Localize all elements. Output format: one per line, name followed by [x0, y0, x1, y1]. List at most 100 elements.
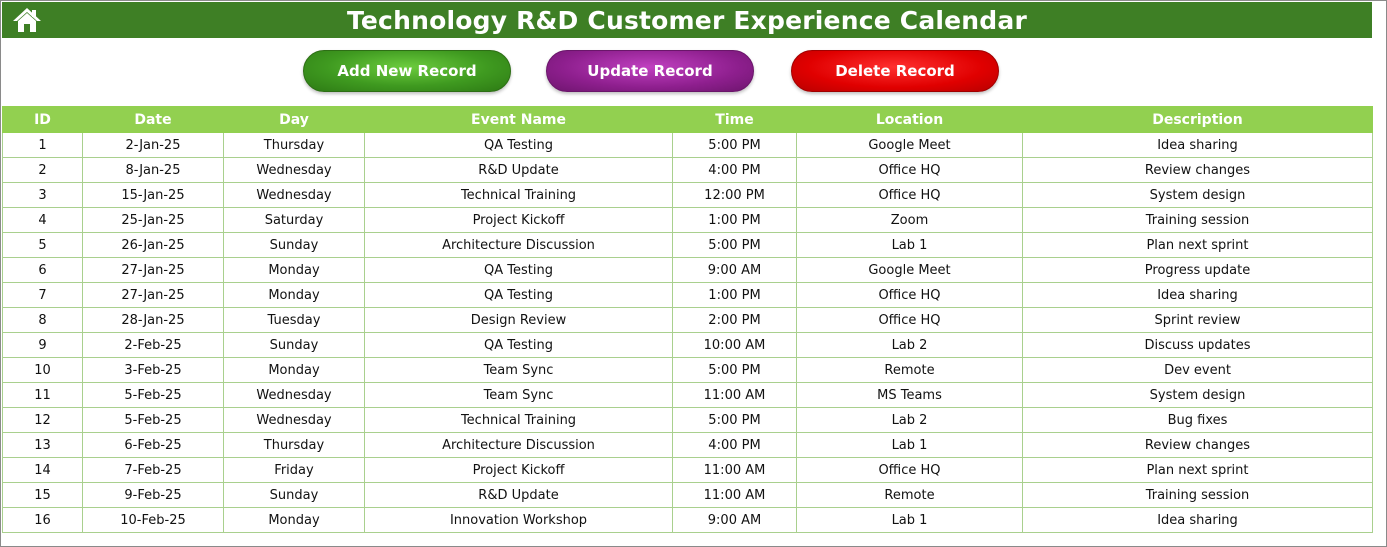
cell-day[interactable]: Wednesday [223, 382, 365, 408]
cell-event-name[interactable]: Innovation Workshop [364, 507, 673, 533]
table-row[interactable]: 7 27-Jan-25 Monday QA Testing 1:00 PM Office … [2, 282, 1373, 308]
cell-date[interactable]: 28-Jan-25 [82, 307, 224, 333]
cell-description[interactable]: Training session [1022, 207, 1373, 233]
cell-location[interactable]: Lab 1 [796, 432, 1023, 458]
cell-description[interactable]: System design [1022, 182, 1373, 208]
cell-description[interactable]: Dev event [1022, 357, 1373, 383]
cell-location[interactable]: Lab 1 [796, 507, 1023, 533]
cell-day[interactable]: Monday [223, 507, 365, 533]
cell-location[interactable]: Lab 2 [796, 332, 1023, 358]
cell-date[interactable]: 7-Feb-25 [82, 457, 224, 483]
cell-time[interactable]: 11:00 AM [672, 482, 797, 508]
cell-event-name[interactable]: QA Testing [364, 257, 673, 283]
cell-event-name[interactable]: Architecture Discussion [364, 432, 673, 458]
cell-description[interactable]: Plan next sprint [1022, 232, 1373, 258]
cell-time[interactable]: 1:00 PM [672, 282, 797, 308]
cell-id[interactable]: 13 [2, 432, 83, 458]
table-row[interactable]: 12 5-Feb-25 Wednesday Technical Training 5:0… [2, 407, 1373, 433]
table-row[interactable]: 5 26-Jan-25 Sunday Architecture Discussion 5… [2, 232, 1373, 258]
cell-description[interactable]: Progress update [1022, 257, 1373, 283]
cell-date[interactable]: 9-Feb-25 [82, 482, 224, 508]
cell-event-name[interactable]: Technical Training [364, 182, 673, 208]
table-row[interactable]: 1 2-Jan-25 Thursday QA Testing 5:00 PM Google… [2, 132, 1373, 158]
cell-id[interactable]: 11 [2, 382, 83, 408]
table-row[interactable]: 9 2-Feb-25 Sunday QA Testing 10:00 AM Lab 2 Di… [2, 332, 1373, 358]
add-new-record-button[interactable]: Add New Record [303, 50, 511, 92]
cell-date[interactable]: 2-Feb-25 [82, 332, 224, 358]
cell-description[interactable]: Idea sharing [1022, 132, 1373, 158]
column-header-time[interactable]: Time [672, 106, 797, 133]
table-row[interactable]: 10 3-Feb-25 Monday Team Sync 5:00 PM Remote De… [2, 357, 1373, 383]
cell-description[interactable]: System design [1022, 382, 1373, 408]
cell-day[interactable]: Thursday [223, 432, 365, 458]
cell-id[interactable]: 8 [2, 307, 83, 333]
table-row[interactable]: 3 15-Jan-25 Wednesday Technical Training 12:… [2, 182, 1373, 208]
cell-time[interactable]: 4:00 PM [672, 432, 797, 458]
cell-day[interactable]: Sunday [223, 482, 365, 508]
home-icon[interactable] [12, 6, 42, 34]
cell-day[interactable]: Wednesday [223, 157, 365, 183]
cell-time[interactable]: 5:00 PM [672, 232, 797, 258]
cell-day[interactable]: Sunday [223, 232, 365, 258]
table-row[interactable]: 15 9-Feb-25 Sunday R&D Update 11:00 AM Remote… [2, 482, 1373, 508]
cell-description[interactable]: Bug fixes [1022, 407, 1373, 433]
column-header-date[interactable]: Date [82, 106, 224, 133]
cell-day[interactable]: Thursday [223, 132, 365, 158]
cell-event-name[interactable]: QA Testing [364, 132, 673, 158]
cell-day[interactable]: Friday [223, 457, 365, 483]
cell-time[interactable]: 12:00 PM [672, 182, 797, 208]
cell-id[interactable]: 6 [2, 257, 83, 283]
cell-time[interactable]: 5:00 PM [672, 132, 797, 158]
cell-day[interactable]: Saturday [223, 207, 365, 233]
cell-location[interactable]: Zoom [796, 207, 1023, 233]
cell-event-name[interactable]: R&D Update [364, 157, 673, 183]
cell-location[interactable]: Lab 1 [796, 232, 1023, 258]
cell-event-name[interactable]: Architecture Discussion [364, 232, 673, 258]
cell-date[interactable]: 8-Jan-25 [82, 157, 224, 183]
cell-date[interactable]: 2-Jan-25 [82, 132, 224, 158]
cell-id[interactable]: 14 [2, 457, 83, 483]
column-header-day[interactable]: Day [223, 106, 365, 133]
cell-time[interactable]: 10:00 AM [672, 332, 797, 358]
cell-event-name[interactable]: Project Kickoff [364, 457, 673, 483]
cell-id[interactable]: 1 [2, 132, 83, 158]
cell-event-name[interactable]: QA Testing [364, 282, 673, 308]
column-header-location[interactable]: Location [796, 106, 1023, 133]
cell-id[interactable]: 2 [2, 157, 83, 183]
cell-location[interactable]: Office HQ [796, 182, 1023, 208]
cell-time[interactable]: 4:00 PM [672, 157, 797, 183]
table-row[interactable]: 11 5-Feb-25 Wednesday Team Sync 11:00 AM MS T… [2, 382, 1373, 408]
cell-time[interactable]: 11:00 AM [672, 457, 797, 483]
cell-location[interactable]: Office HQ [796, 457, 1023, 483]
cell-event-name[interactable]: QA Testing [364, 332, 673, 358]
cell-event-name[interactable]: Team Sync [364, 357, 673, 383]
cell-id[interactable]: 10 [2, 357, 83, 383]
cell-date[interactable]: 3-Feb-25 [82, 357, 224, 383]
cell-id[interactable]: 5 [2, 232, 83, 258]
cell-event-name[interactable]: Technical Training [364, 407, 673, 433]
cell-description[interactable]: Review changes [1022, 157, 1373, 183]
column-header-event-name[interactable]: Event Name [364, 106, 673, 133]
cell-id[interactable]: 4 [2, 207, 83, 233]
cell-date[interactable]: 26-Jan-25 [82, 232, 224, 258]
cell-id[interactable]: 12 [2, 407, 83, 433]
cell-id[interactable]: 16 [2, 507, 83, 533]
cell-location[interactable]: Remote [796, 482, 1023, 508]
cell-location[interactable]: Office HQ [796, 282, 1023, 308]
table-row[interactable]: 6 27-Jan-25 Monday QA Testing 9:00 AM Google … [2, 257, 1373, 283]
delete-record-button[interactable]: Delete Record [791, 50, 999, 92]
cell-description[interactable]: Training session [1022, 482, 1373, 508]
cell-id[interactable]: 15 [2, 482, 83, 508]
cell-event-name[interactable]: R&D Update [364, 482, 673, 508]
table-row[interactable]: 8 28-Jan-25 Tuesday Design Review 2:00 PM Off… [2, 307, 1373, 333]
cell-event-name[interactable]: Design Review [364, 307, 673, 333]
cell-description[interactable]: Review changes [1022, 432, 1373, 458]
cell-event-name[interactable]: Team Sync [364, 382, 673, 408]
cell-date[interactable]: 25-Jan-25 [82, 207, 224, 233]
cell-day[interactable]: Monday [223, 257, 365, 283]
cell-day[interactable]: Wednesday [223, 182, 365, 208]
cell-description[interactable]: Idea sharing [1022, 507, 1373, 533]
cell-id[interactable]: 9 [2, 332, 83, 358]
cell-day[interactable]: Monday [223, 357, 365, 383]
cell-location[interactable]: Google Meet [796, 132, 1023, 158]
